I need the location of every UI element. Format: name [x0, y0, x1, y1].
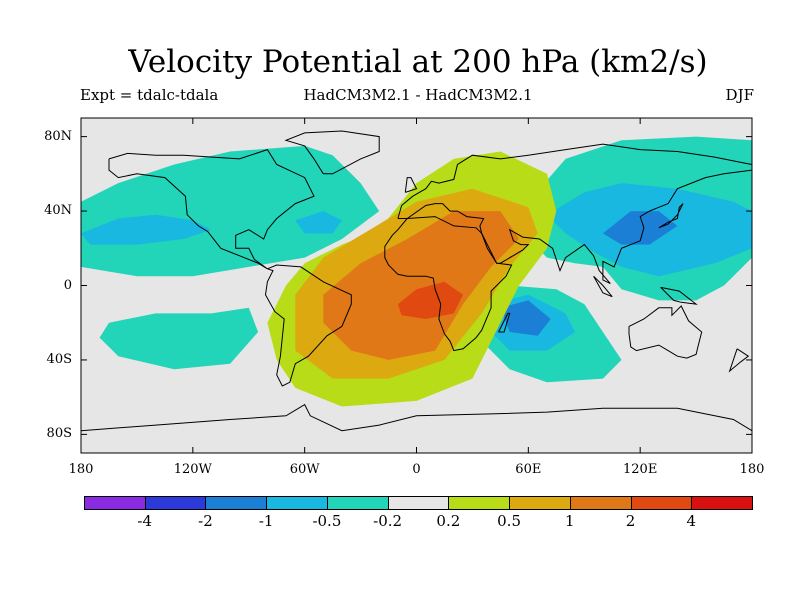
coastlines [81, 130, 752, 432]
coastline-7 [404, 177, 418, 193]
colorbar-label: 2 [625, 512, 636, 530]
lon-tick-label: 60W [289, 462, 320, 477]
coastline-6 [81, 403, 752, 432]
field-positive-two [397, 281, 464, 319]
coastline-0 [108, 149, 315, 270]
colorbar-swatch [387, 496, 450, 510]
coastline-10 [660, 286, 698, 305]
lon-tick-label: 0 [412, 462, 421, 477]
axis-ticks [80, 118, 753, 453]
colorbar-swatch [84, 496, 146, 510]
coastline-11 [498, 312, 511, 333]
coastline-4 [628, 305, 703, 359]
lon-tick-label: 180 [739, 462, 765, 477]
colorbar-label: 0.2 [436, 512, 461, 530]
lat-tick-label: 80N [44, 128, 72, 144]
field-north-atlantic-minus-half [295, 211, 342, 234]
coastline-5 [284, 130, 380, 175]
coastline-2 [397, 143, 752, 285]
coastline-3 [384, 216, 513, 352]
colorbar-swatch [509, 496, 571, 510]
lat-tick-label: 80S [46, 426, 72, 442]
colorbar-swatch [630, 496, 693, 510]
contour-fields [81, 136, 752, 407]
colorbar-swatch [144, 496, 207, 510]
colorbar-label: -4 [137, 512, 153, 530]
season-label: DJF [725, 86, 754, 104]
coastline-9 [593, 275, 613, 298]
experiment-label: Expt = tdalc-tdala [80, 86, 219, 104]
lat-tick-label: 40S [46, 351, 72, 367]
chart-title: Velocity Potential at 200 hPa (km2/s) [128, 44, 708, 80]
lon-tick-label: 60E [515, 462, 542, 477]
colorbar-label: -0.5 [312, 512, 342, 530]
colorbar-swatch [205, 496, 268, 510]
colorbar-label: -0.2 [373, 512, 403, 530]
field-north-pacific-minus-half [81, 214, 212, 245]
colorbar-label: -2 [198, 512, 213, 530]
coastline-12 [728, 348, 750, 373]
colorbar-label: 0.5 [497, 512, 521, 530]
field-asia-minus-one [602, 211, 678, 245]
colorbar-label: 4 [686, 512, 697, 530]
lon-tick-label: 120W [173, 462, 212, 477]
lat-tick-label: 0 [63, 277, 72, 293]
field-indian-ocean-minus-one [500, 300, 551, 336]
colorbar-swatch [266, 496, 328, 510]
lon-tick-label: 180 [68, 462, 94, 477]
lon-tick-label: 120E [623, 462, 658, 477]
colorbar-swatch [326, 496, 389, 510]
colorbar-swatch [691, 496, 753, 510]
coastline-8 [658, 203, 684, 229]
coastline-1 [264, 264, 352, 387]
colorbar-swatch [448, 496, 511, 510]
colorbar-swatch [569, 496, 632, 510]
colorbar-label: -1 [258, 512, 274, 530]
colorbar-label: 1 [565, 512, 575, 530]
field-south-pacific-negative [99, 307, 259, 370]
model-label: HadCM3M2.1 - HadCM3M2.1 [303, 86, 533, 104]
lat-tick-label: 40N [44, 203, 72, 219]
field-positive-one [323, 211, 519, 360]
